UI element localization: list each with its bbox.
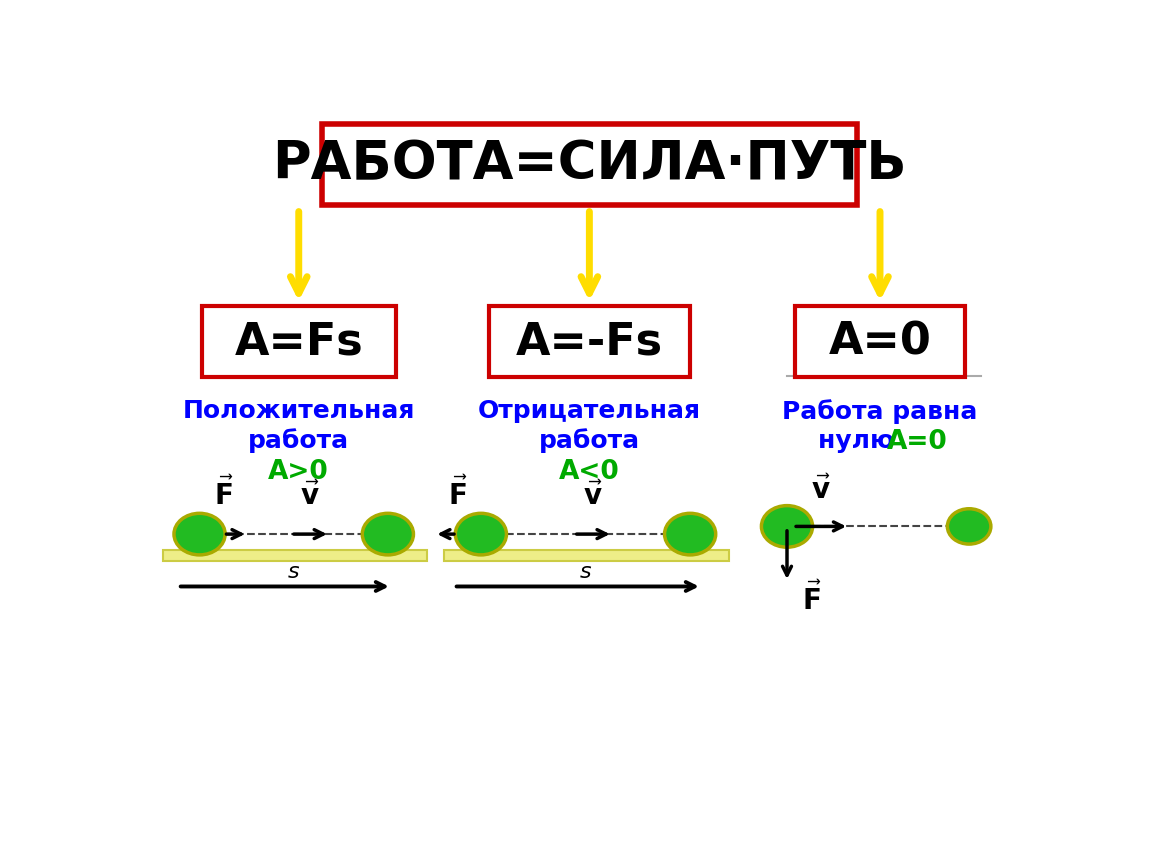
Ellipse shape [948, 509, 991, 544]
FancyBboxPatch shape [444, 550, 729, 561]
Text: A=0: A=0 [828, 320, 932, 363]
Text: $\vec{\mathbf{F}}$: $\vec{\mathbf{F}}$ [803, 581, 822, 616]
Text: нулю: нулю [818, 429, 903, 453]
Text: $\vec{\mathbf{v}}$: $\vec{\mathbf{v}}$ [811, 476, 831, 505]
Ellipse shape [174, 513, 225, 555]
FancyBboxPatch shape [322, 124, 857, 205]
FancyBboxPatch shape [489, 306, 690, 377]
Ellipse shape [761, 505, 813, 547]
FancyBboxPatch shape [202, 306, 396, 377]
Text: РАБОТА=СИЛА·ПУТЬ: РАБОТА=СИЛА·ПУТЬ [273, 138, 906, 190]
Text: $\vec{\mathbf{v}}$: $\vec{\mathbf{v}}$ [300, 482, 321, 511]
Text: Работа равна: Работа равна [782, 399, 977, 424]
Text: A=-Fs: A=-Fs [516, 320, 662, 363]
Text: $\vec{\mathbf{F}}$: $\vec{\mathbf{F}}$ [214, 477, 235, 511]
Text: работа: работа [539, 429, 639, 454]
Text: A<0: A<0 [559, 460, 620, 486]
Ellipse shape [665, 513, 715, 555]
Text: Положительная: Положительная [183, 399, 415, 423]
Text: s: s [288, 562, 299, 581]
Ellipse shape [362, 513, 414, 555]
Text: A>0: A>0 [268, 460, 329, 486]
Text: $\vec{\mathbf{v}}$: $\vec{\mathbf{v}}$ [583, 482, 604, 511]
Text: A=0: A=0 [887, 429, 948, 454]
Text: $\vec{\mathbf{F}}$: $\vec{\mathbf{F}}$ [447, 477, 468, 511]
Text: работа: работа [248, 429, 350, 454]
Text: s: s [580, 562, 591, 581]
FancyBboxPatch shape [163, 550, 427, 561]
Ellipse shape [455, 513, 506, 555]
Text: A=Fs: A=Fs [235, 320, 363, 363]
Text: Отрицательная: Отрицательная [477, 399, 702, 423]
FancyBboxPatch shape [795, 306, 965, 377]
